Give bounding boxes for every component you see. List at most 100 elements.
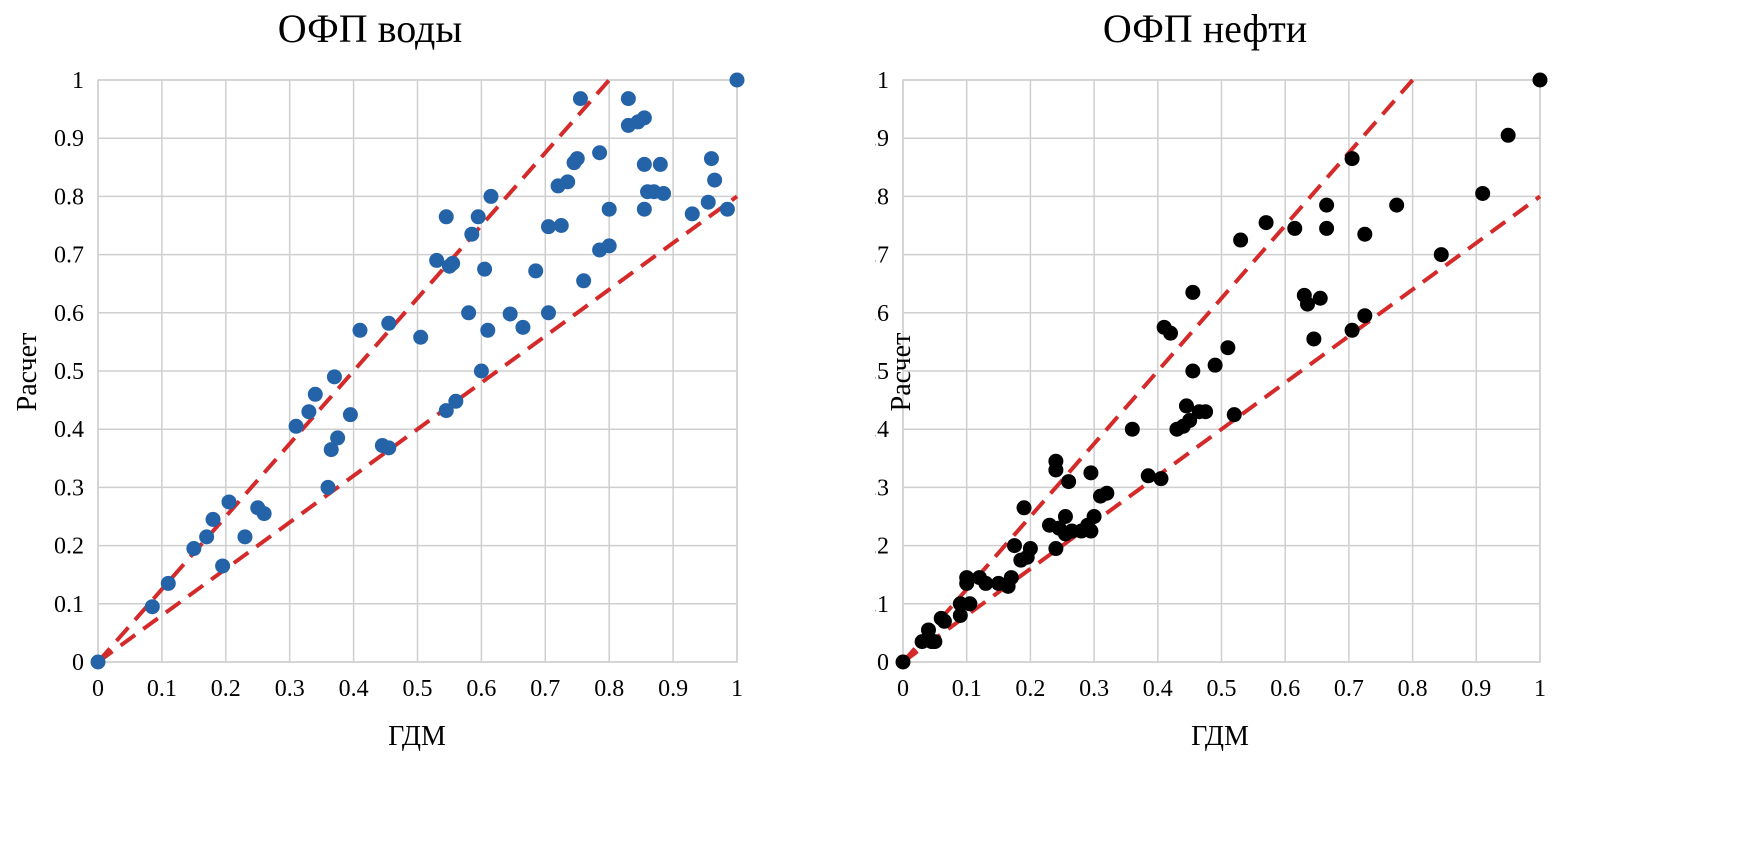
- x-tick-labels: 0 0.1 0.2 0.3 0.4 0.5 0.6 0.7 0.8 0.9 1: [897, 676, 1546, 702]
- data-point: [1163, 325, 1179, 341]
- data-point: [1086, 509, 1102, 524]
- data-point: [636, 156, 652, 172]
- data-points: [895, 72, 1548, 670]
- y-tick-label: 0.9: [875, 126, 889, 152]
- y-tick-label: 0.1: [875, 592, 889, 618]
- x-tick-label: 0.4: [339, 676, 369, 702]
- x-tick-label: 0.5: [1207, 676, 1237, 702]
- data-point: [553, 218, 569, 233]
- x-tick-labels: 0 0.1 0.2 0.3 0.4 0.5 0.6 0.7 0.8 0.9 1: [92, 676, 743, 702]
- reference-line-lower: [901, 194, 1542, 664]
- data-point: [1207, 357, 1223, 373]
- data-point: [470, 209, 486, 225]
- x-axis-label: ГДМ: [388, 721, 446, 752]
- data-point: [1022, 541, 1038, 557]
- data-point: [480, 322, 496, 338]
- x-tick-label: 1: [1534, 676, 1546, 702]
- x-tick-label: 1: [731, 676, 743, 702]
- data-point: [320, 479, 336, 495]
- data-point: [1319, 197, 1335, 213]
- y-axis-label: Расчет: [886, 333, 917, 412]
- chart-oil-svg: ОФП нефти 0 0.1 0.2 0.3 0.4 0.5 0.6 0.7 0.8 0.9 1 …: [875, 6, 1548, 752]
- y-tick-label: 0.9: [54, 126, 84, 152]
- data-point: [707, 172, 723, 188]
- data-point: [1016, 500, 1032, 516]
- data-point: [1006, 538, 1022, 554]
- data-point: [1306, 331, 1322, 347]
- data-point: [352, 322, 368, 338]
- grid-lines: [902, 79, 1541, 663]
- data-point: [1312, 290, 1328, 306]
- x-tick-label: 0.7: [530, 676, 560, 702]
- x-tick-label: 0.2: [211, 676, 241, 702]
- data-point: [560, 174, 576, 190]
- data-point: [205, 511, 221, 527]
- data-point: [700, 194, 716, 210]
- data-point: [90, 654, 106, 670]
- data-point: [1357, 226, 1373, 242]
- y-tick-label: 0: [877, 650, 889, 676]
- data-point: [1003, 570, 1019, 586]
- data-point: [461, 305, 477, 321]
- y-tick-label: 0.8: [875, 184, 889, 210]
- x-tick-label: 0.4: [1143, 676, 1173, 702]
- x-axis-label: ГДМ: [1191, 721, 1249, 752]
- x-tick-label: 0.9: [1461, 676, 1491, 702]
- data-point: [1083, 465, 1099, 481]
- x-tick-label: 0.1: [952, 676, 982, 702]
- data-point: [326, 369, 342, 385]
- reference-line-upper: [96, 78, 611, 664]
- y-tick-label: 0: [72, 650, 84, 676]
- data-point: [445, 255, 461, 271]
- data-point: [1140, 468, 1156, 484]
- data-point: [952, 607, 968, 623]
- data-point: [438, 209, 454, 225]
- y-tick-label: 0.4: [54, 417, 84, 443]
- data-point: [307, 386, 323, 402]
- y-tick-label: 0.6: [875, 301, 889, 327]
- reference-lines: [901, 78, 1542, 664]
- x-tick-label: 0.9: [658, 676, 688, 702]
- data-point: [636, 201, 652, 217]
- data-point: [1357, 308, 1373, 324]
- data-point: [342, 407, 358, 423]
- chart-oil: ОФП нефти 0 0.1 0.2 0.3 0.4 0.5 0.6 0.7 0.8 0.9 1 …: [875, 0, 1750, 845]
- data-point: [237, 529, 253, 545]
- x-tick-label: 0.6: [1270, 676, 1300, 702]
- data-point: [1226, 407, 1242, 423]
- data-points: [90, 72, 745, 670]
- data-point: [473, 363, 489, 379]
- data-point: [729, 72, 745, 88]
- data-point: [920, 622, 936, 638]
- data-point: [1099, 485, 1115, 501]
- data-point: [927, 634, 943, 650]
- y-tick-label: 0.7: [875, 243, 889, 269]
- reference-line-lower: [96, 194, 739, 664]
- data-point: [502, 306, 518, 322]
- data-point: [1319, 220, 1335, 236]
- data-point: [323, 442, 339, 458]
- data-point: [221, 494, 237, 510]
- data-point: [540, 219, 556, 235]
- data-point: [438, 403, 454, 419]
- x-tick-label: 0: [897, 676, 909, 702]
- data-point: [1178, 398, 1194, 414]
- data-point: [144, 599, 160, 615]
- y-tick-label: 0.5: [54, 359, 84, 385]
- data-point: [936, 613, 952, 629]
- data-point: [1433, 247, 1449, 263]
- x-tick-label: 0.1: [147, 676, 177, 702]
- data-point: [1124, 421, 1140, 437]
- data-point: [1233, 232, 1249, 248]
- y-tick-label: 0.2: [54, 534, 84, 560]
- y-tick-label: 0.2: [875, 534, 889, 560]
- y-tick-label: 0.6: [54, 301, 84, 327]
- data-point: [186, 541, 202, 557]
- data-point: [652, 156, 668, 172]
- data-point: [1258, 215, 1274, 231]
- data-point: [636, 110, 652, 126]
- x-tick-label: 0.3: [1079, 676, 1109, 702]
- data-point: [1475, 185, 1491, 201]
- data-point: [601, 201, 617, 217]
- data-point: [381, 315, 397, 331]
